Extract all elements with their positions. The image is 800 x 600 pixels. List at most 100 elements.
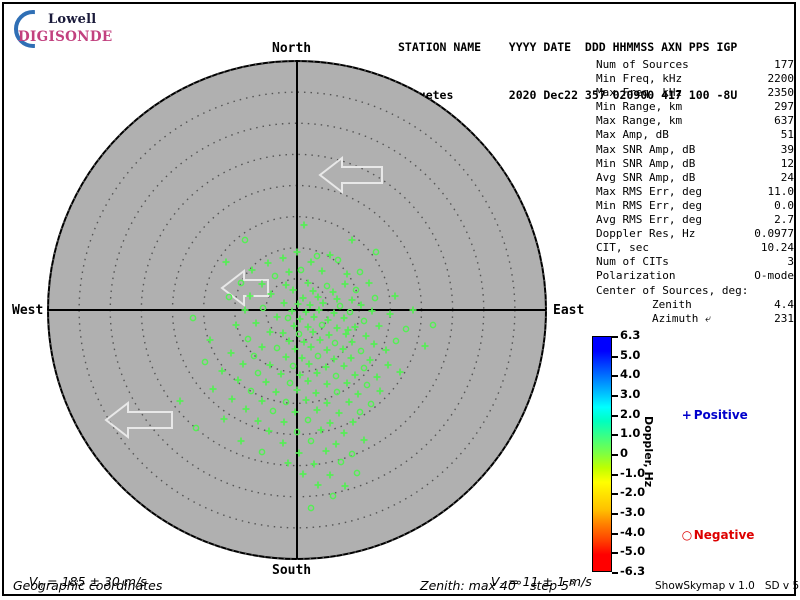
source-point-positive xyxy=(319,299,327,307)
colorbar-tick-label: 0 xyxy=(620,446,629,460)
source-point-positive xyxy=(306,301,314,309)
source-point-positive xyxy=(237,437,245,445)
colorbar-tick xyxy=(612,532,618,535)
stat-row: Zenith 4.4 xyxy=(596,298,794,312)
source-point-negative xyxy=(357,347,365,355)
colorbar-tick xyxy=(612,473,618,476)
compass-label-east: East xyxy=(553,303,585,318)
source-point-positive xyxy=(318,267,326,275)
source-point-negative xyxy=(313,252,321,260)
drift-arrow xyxy=(104,400,173,440)
source-point-positive xyxy=(323,399,331,407)
vertical-velocity-label: Vz = 11 ± 1 m/s xyxy=(490,574,592,591)
source-point-positive xyxy=(234,376,242,384)
stat-row: Doppler Res, Hz 0.0977 xyxy=(596,227,794,241)
source-point-positive xyxy=(280,418,288,426)
source-point-negative xyxy=(363,381,371,389)
source-point-positive xyxy=(290,322,298,330)
source-point-positive xyxy=(340,362,348,370)
source-point-positive xyxy=(294,300,302,308)
stat-row: Avg SNR Amp, dB 24 xyxy=(596,171,794,185)
source-point-positive xyxy=(316,336,324,344)
source-point-positive xyxy=(293,248,301,256)
source-point-positive xyxy=(365,279,373,287)
legend-positive: + Positive xyxy=(665,394,748,436)
stat-row: Max Amp, dB 51 xyxy=(596,128,794,142)
source-point-positive xyxy=(262,378,270,386)
colorbar-tick xyxy=(612,375,618,378)
stat-row: Min RMS Err, deg 0.0 xyxy=(596,199,794,213)
header-labels-row: STATION NAME YYYY DATE DDD HHMMSS AXN PP… xyxy=(398,40,738,54)
source-point-positive xyxy=(324,316,332,324)
source-point-negative xyxy=(323,282,331,290)
stat-value: 0.0977 xyxy=(754,227,794,241)
source-point-positive xyxy=(342,330,350,338)
source-point-negative xyxy=(225,293,233,301)
source-point-positive xyxy=(291,345,299,353)
source-point-negative xyxy=(360,317,368,325)
plus-marker-icon: + xyxy=(681,408,692,422)
source-point-negative xyxy=(307,504,315,512)
source-point-positive xyxy=(218,367,226,375)
statistics-panel: Num of Sources 177 Min Freq, kHz 2200 Max Fr… xyxy=(596,58,794,326)
source-point-negative xyxy=(372,248,380,256)
source-point-negative xyxy=(259,304,267,312)
logo-lowell-text: Lowell xyxy=(48,12,97,27)
source-point-positive xyxy=(284,459,292,467)
source-point-negative xyxy=(293,428,301,436)
stat-value: 11.0 xyxy=(767,184,795,198)
source-point-positive xyxy=(304,323,312,331)
vh-error: 30 xyxy=(103,574,120,589)
stat-row: Min Freq, kHz 2200 xyxy=(596,72,794,86)
stat-row: Max RMS Err, deg 11.0 xyxy=(596,185,794,199)
stat-key: Min Freq, kHz xyxy=(596,72,683,86)
source-point-positive xyxy=(339,345,347,353)
source-point-positive xyxy=(375,322,383,330)
stat-value: 637 xyxy=(774,114,794,128)
stat-value: 2.7 xyxy=(774,213,794,227)
source-point-negative xyxy=(241,236,249,244)
stat-key: Doppler Res, Hz xyxy=(596,227,696,241)
source-point-negative xyxy=(333,388,341,396)
source-point-positive xyxy=(246,292,254,300)
coordinate-system-label: Geographic coordinates xyxy=(13,578,163,593)
stat-value: 12 xyxy=(780,156,794,170)
source-point-positive xyxy=(330,309,338,317)
source-point-negative xyxy=(286,379,294,387)
source-point-negative xyxy=(367,400,375,408)
source-point-negative xyxy=(273,344,281,352)
stat-key: Zenith xyxy=(652,297,692,311)
source-point-negative xyxy=(346,308,354,316)
source-point-negative xyxy=(353,469,361,477)
vz-subscript: z xyxy=(499,581,505,591)
source-point-positive xyxy=(315,306,323,314)
vz-symbol: V xyxy=(490,574,500,589)
source-point-positive xyxy=(289,286,297,294)
source-point-positive xyxy=(373,373,381,381)
source-point-positive xyxy=(366,356,374,364)
colorbar-tick xyxy=(612,572,618,574)
stat-row: Polarization O-mode xyxy=(596,269,794,283)
source-point-positive xyxy=(310,460,318,468)
colorbar-tick xyxy=(612,513,618,515)
colorbar-tick-label: -3.0 xyxy=(620,505,646,519)
source-point-positive xyxy=(266,328,274,336)
stat-value: O-mode xyxy=(754,269,794,283)
source-point-positive xyxy=(309,328,317,336)
source-point-positive xyxy=(421,342,429,350)
source-point-negative xyxy=(237,279,245,287)
source-point-positive xyxy=(307,258,315,266)
skymap-svg xyxy=(47,60,547,560)
source-point-positive xyxy=(409,306,417,314)
source-point-positive xyxy=(279,329,287,337)
stat-key: Min Range, km xyxy=(596,100,683,114)
source-point-positive xyxy=(176,397,184,405)
stat-value: 231 xyxy=(774,311,794,325)
legend-negative: ○ Negative xyxy=(665,514,755,556)
stat-key: CIT, sec xyxy=(596,241,649,255)
source-point-negative xyxy=(331,339,339,347)
source-point-positive xyxy=(279,254,287,262)
source-point-positive xyxy=(265,427,273,435)
compass-label-west: West xyxy=(12,303,44,318)
vh-units: m/s xyxy=(123,574,147,589)
